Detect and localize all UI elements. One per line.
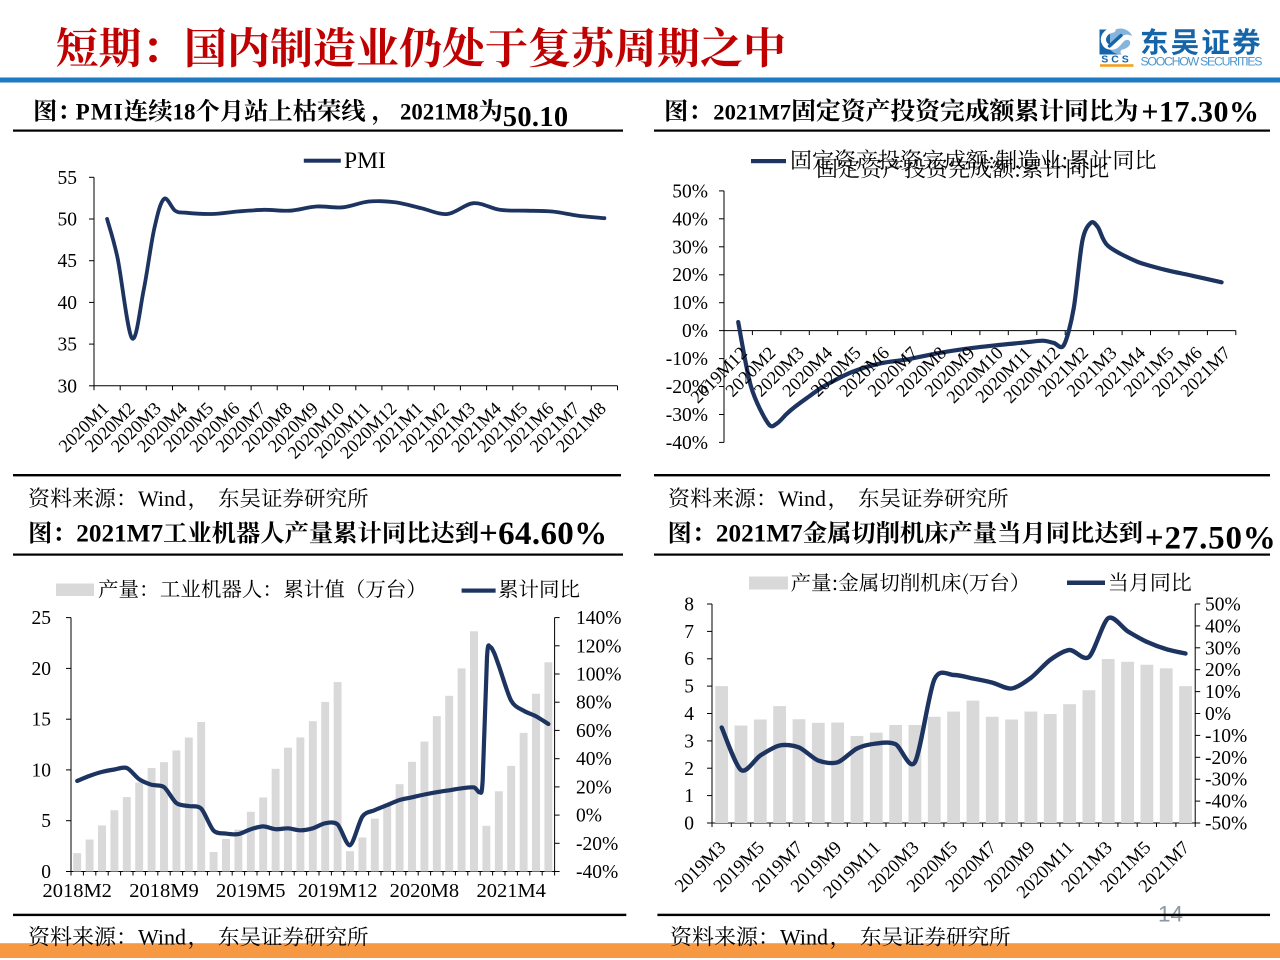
svg-text:0%: 0% (682, 321, 708, 342)
svg-text:120%: 120% (576, 636, 622, 657)
svg-text:50%: 50% (1205, 595, 1241, 616)
svg-text:140%: 140% (576, 608, 622, 629)
svg-text:PMI: PMI (344, 148, 386, 174)
svg-text:50%: 50% (672, 181, 708, 202)
svg-text:10%: 10% (672, 293, 708, 314)
svg-text:-50%: -50% (1205, 814, 1247, 835)
svg-text:+64.60%: +64.60% (479, 516, 608, 552)
svg-text:0%: 0% (1205, 704, 1231, 725)
svg-text:SCS: SCS (1101, 54, 1132, 66)
svg-text:7: 7 (684, 622, 694, 643)
svg-text:30%: 30% (1205, 638, 1241, 659)
svg-text:8: 8 (684, 595, 694, 616)
svg-text:80%: 80% (576, 693, 612, 714)
svg-text:45: 45 (58, 251, 78, 272)
svg-text:2018M9: 2018M9 (129, 880, 198, 902)
svg-text:5: 5 (41, 811, 51, 832)
svg-text:+27.50%: +27.50% (1145, 521, 1277, 557)
svg-text:3: 3 (684, 731, 694, 752)
svg-text:1: 1 (684, 786, 694, 807)
svg-text:PMI: PMI (76, 100, 124, 125)
svg-text:Wind: Wind (778, 486, 826, 511)
svg-text:-20%: -20% (576, 834, 618, 855)
svg-text:35: 35 (58, 335, 78, 356)
svg-text:50: 50 (58, 210, 78, 231)
svg-text:0: 0 (684, 814, 694, 835)
svg-text:20%: 20% (672, 265, 708, 286)
svg-text:55: 55 (58, 168, 78, 189)
svg-text:2021M7: 2021M7 (713, 100, 791, 125)
svg-text:5: 5 (684, 677, 694, 698)
svg-text:-10%: -10% (1205, 726, 1247, 747)
svg-text:15: 15 (32, 710, 52, 731)
svg-text:60%: 60% (576, 721, 612, 742)
svg-text:30%: 30% (672, 237, 708, 258)
svg-text:0%: 0% (576, 806, 602, 827)
svg-text:40%: 40% (672, 209, 708, 230)
svg-text:50.10: 50.10 (503, 102, 569, 133)
svg-text:Wind: Wind (138, 925, 186, 950)
svg-text:Wind: Wind (780, 925, 828, 950)
svg-text:-20%: -20% (666, 377, 708, 398)
svg-text:20%: 20% (1205, 660, 1241, 681)
svg-text:40%: 40% (576, 749, 612, 770)
svg-text:6: 6 (684, 649, 694, 670)
svg-text:25: 25 (32, 608, 52, 629)
svg-text:2021M8: 2021M8 (400, 100, 479, 125)
svg-text:100%: 100% (576, 665, 622, 686)
svg-text:30: 30 (58, 376, 78, 397)
svg-text:-20%: -20% (1205, 748, 1247, 769)
svg-text:20: 20 (32, 659, 52, 680)
svg-text:2: 2 (684, 759, 694, 780)
svg-text:0: 0 (41, 862, 51, 883)
svg-text:Wind: Wind (138, 486, 186, 511)
svg-text:2021M4: 2021M4 (476, 880, 545, 902)
svg-text:18: 18 (173, 100, 196, 125)
svg-text:2020M8: 2020M8 (390, 880, 459, 902)
svg-text:40%: 40% (1205, 616, 1241, 637)
svg-text:20%: 20% (576, 777, 612, 798)
svg-text:2021M7: 2021M7 (716, 521, 803, 548)
svg-text:2021M7: 2021M7 (76, 521, 163, 548)
svg-text:+17.30%: +17.30% (1141, 96, 1259, 129)
svg-text:-10%: -10% (666, 349, 708, 370)
svg-text:4: 4 (684, 704, 694, 725)
svg-text:-40%: -40% (1205, 792, 1247, 813)
svg-text:2018M2: 2018M2 (42, 880, 111, 902)
svg-text:-40%: -40% (666, 433, 708, 454)
svg-text:2019M12: 2019M12 (298, 880, 378, 902)
svg-text:-30%: -30% (1205, 770, 1247, 791)
svg-text:-30%: -30% (666, 405, 708, 426)
svg-text:10%: 10% (1205, 682, 1241, 703)
svg-text:-40%: -40% (576, 862, 618, 883)
svg-text:10: 10 (32, 760, 52, 781)
svg-text:SOOCHOW SECURITIES: SOOCHOW SECURITIES (1141, 55, 1263, 69)
svg-text:40: 40 (58, 293, 78, 314)
svg-text:2019M5: 2019M5 (216, 880, 285, 902)
